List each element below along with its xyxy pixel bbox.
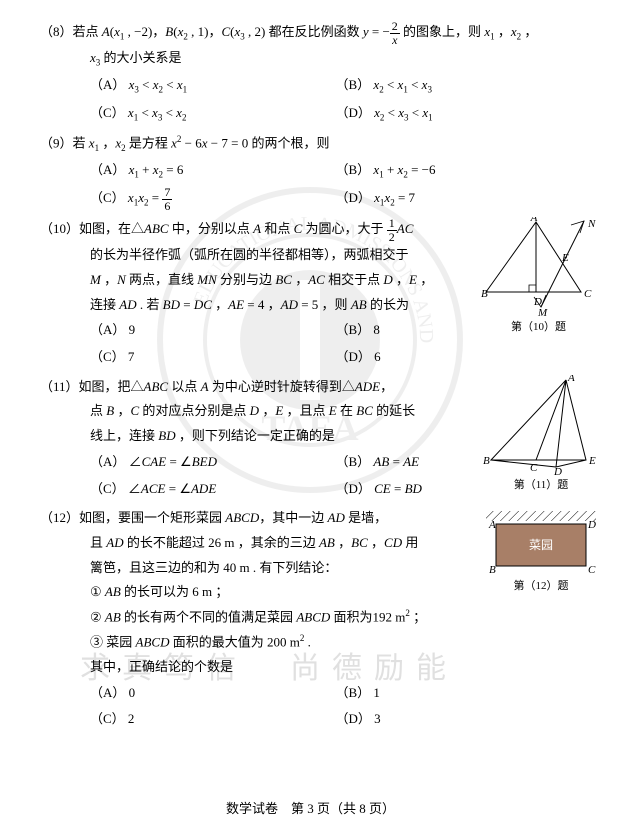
svg-text:菜园: 菜园 xyxy=(529,538,553,552)
q9-opt-b: （B） x1 + x2 = −6 xyxy=(336,157,582,185)
q12-opt-b: （B） 1 xyxy=(336,680,582,707)
q12-figure: A D B C 菜园 第（12）题 xyxy=(481,506,601,597)
q12-item3: ③ 菜园 ABCD 面积的最大值为 200 m2 . xyxy=(90,630,581,655)
question-9: （9）若 x1 ，x2 是方程 x2 − 6x − 7 = 0 的两个根，则 （… xyxy=(40,131,581,213)
q11-opt-c: （C） ∠ACE = ∠ADE xyxy=(90,476,336,503)
q12-opt-c: （C） 2 xyxy=(90,706,336,733)
q12-caption: 第（12）题 xyxy=(481,576,601,597)
q12-item2: ② AB 的长有两个不同的值满足菜园 ABCD 面积为192 m2 ； xyxy=(90,605,581,630)
q9-opt-a: （A） x1 + x2 = 6 xyxy=(90,157,336,185)
q10-opt-a: （A） 9 xyxy=(90,317,336,344)
q9-options: （A） x1 + x2 = 6 （B） x1 + x2 = −6 （C） x1x… xyxy=(90,157,581,213)
q11-opt-a: （A） ∠CAE = ∠BED xyxy=(90,449,336,476)
q8-stem2: x3 的大小关系是 xyxy=(90,46,581,72)
question-8: （8）若点 A(x1 , −2)，B(x2 , 1)，C(x3 , 2) 都在反… xyxy=(40,20,581,127)
q8-opt-d: （D） x2 < x3 < x1 xyxy=(336,100,582,128)
q9-opt-c: （C） x1x2 = 76 xyxy=(90,185,336,213)
svg-text:C: C xyxy=(588,564,596,576)
page-footer: 数学试卷 第 3 页（共 8 页） xyxy=(0,797,621,822)
svg-text:E: E xyxy=(588,455,596,467)
q10-caption: 第（10）题 xyxy=(476,317,601,338)
q10-figure: A B C D E M N 第（10）题 xyxy=(476,217,601,338)
svg-text:D: D xyxy=(587,519,596,531)
svg-text:N: N xyxy=(587,218,596,230)
q9-opt-d: （D） x1x2 = 7 xyxy=(336,185,582,213)
q8-opt-b: （B） x2 < x1 < x3 xyxy=(336,72,582,100)
svg-text:A: A xyxy=(488,519,496,531)
svg-text:B: B xyxy=(489,564,496,576)
q8-options: （A） x3 < x2 < x1 （B） x2 < x1 < x3 （C） x1… xyxy=(90,72,581,127)
q12-options: （A） 0 （B） 1 （C） 2 （D） 3 xyxy=(90,680,581,733)
q11-figure: A B C D E 第（11）题 xyxy=(481,375,601,496)
question-12: （12）如图，要围一个矩形菜园 ABCD，其中一边 AD 是墙， 且 AD 的长… xyxy=(40,506,581,733)
question-11: （11）如图，把△ABC 以点 A 为中心逆时针旋转得到△ADE， 点 B ，C… xyxy=(40,375,581,502)
svg-text:B: B xyxy=(481,288,488,300)
q11-caption: 第（11）题 xyxy=(481,475,601,496)
svg-text:C: C xyxy=(530,462,538,474)
q12-num: （12） xyxy=(40,510,79,525)
q11-num: （11） xyxy=(40,379,79,394)
q10-opt-d: （D） 6 xyxy=(336,344,582,371)
q12-line7: 其中，正确结论的个数是 xyxy=(90,655,581,680)
q8-num: （8） xyxy=(40,24,73,39)
svg-text:E: E xyxy=(561,252,569,264)
svg-text:D: D xyxy=(553,466,562,475)
q10-opt-c: （C） 7 xyxy=(90,344,336,371)
svg-text:B: B xyxy=(483,455,490,467)
svg-text:C: C xyxy=(584,288,592,300)
q10-num: （10） xyxy=(40,221,79,236)
svg-text:M: M xyxy=(537,307,548,317)
q8-opt-c: （C） x1 < x3 < x2 xyxy=(90,100,336,128)
q12-opt-d: （D） 3 xyxy=(336,706,582,733)
q12-opt-a: （A） 0 xyxy=(90,680,336,707)
svg-text:A: A xyxy=(530,217,538,224)
question-10: （10）如图，在△ABC 中，分别以点 A 和点 C 为圆心，大于 12AC 的… xyxy=(40,217,581,371)
svg-text:A: A xyxy=(567,375,575,384)
q9-num: （9） xyxy=(40,136,73,151)
q8-opt-a: （A） x3 < x2 < x1 xyxy=(90,72,336,100)
